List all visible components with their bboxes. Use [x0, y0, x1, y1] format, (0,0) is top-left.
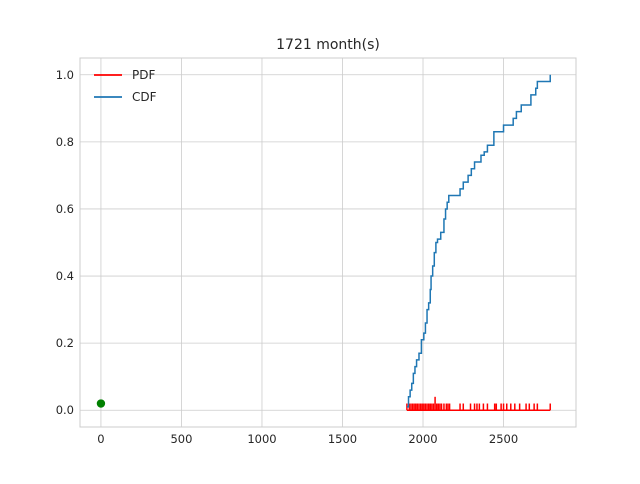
- x-tick-label: 2500: [489, 432, 518, 446]
- y-tick-label: 0.4: [56, 269, 74, 283]
- y-tick-label: 0.2: [56, 336, 74, 350]
- x-tick-label: 500: [170, 432, 192, 446]
- chart-title: 1721 month(s): [276, 37, 380, 53]
- x-tick-label: 2000: [408, 432, 437, 446]
- axis-layer: 0 500 1000 1500 2000 2500 0.0 0.2 0.4 0.6 0.8 1.0: [56, 57, 577, 446]
- legend-label-cdf: CDF: [132, 90, 157, 104]
- y-tick-label: 0.6: [56, 202, 74, 216]
- plot-frame: [79, 57, 577, 428]
- legend-label-pdf: PDF: [132, 68, 155, 82]
- legend: PDF CDF: [94, 68, 157, 104]
- series-layer: [96, 74, 551, 411]
- x-tick-label: 1500: [328, 432, 357, 446]
- data-point: [96, 399, 106, 408]
- y-tick-label: 0.0: [56, 403, 74, 417]
- cdf-line: [406, 74, 551, 408]
- x-tick-label: 1000: [247, 432, 276, 446]
- y-tick-label: 1.0: [56, 68, 74, 82]
- grid-layer: [80, 58, 576, 427]
- x-tick-label: 0: [97, 432, 104, 446]
- y-tick-label: 0.8: [56, 135, 74, 149]
